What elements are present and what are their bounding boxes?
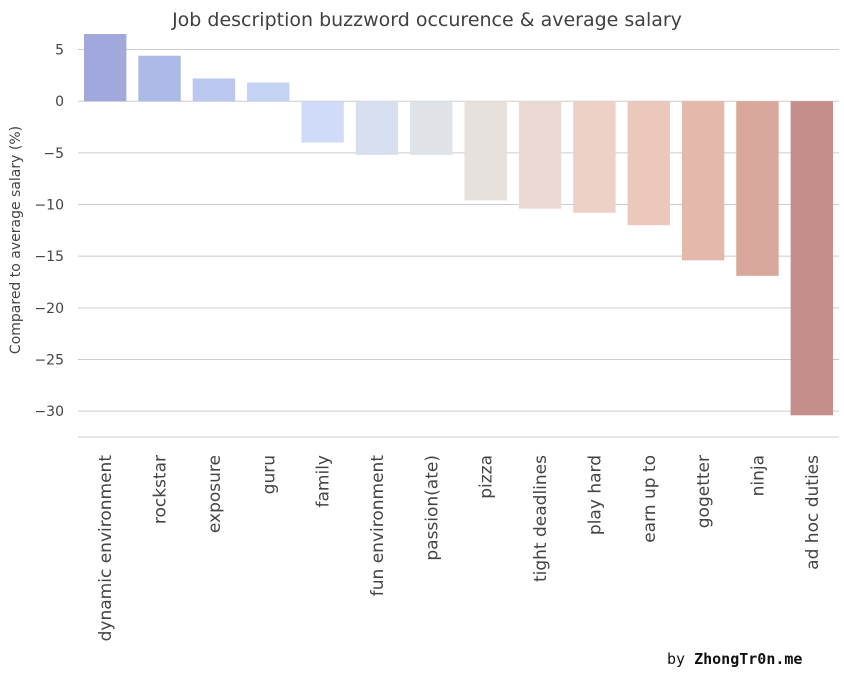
- bar: [518, 101, 562, 209]
- x-tick-label: passion(ate): [422, 455, 442, 561]
- bar: [192, 78, 236, 102]
- x-tick-label: family: [314, 455, 334, 507]
- y-tick-label: −5: [43, 146, 64, 162]
- y-tick-label: −15: [34, 249, 64, 265]
- bar: [573, 101, 616, 213]
- y-tick-label: −20: [34, 301, 64, 317]
- x-tick-label: exposure: [205, 455, 225, 533]
- x-tick-label: gogetter: [694, 455, 714, 528]
- y-tick-label: 5: [55, 43, 64, 59]
- bar: [355, 101, 399, 155]
- x-tick-label: earn up to: [640, 455, 660, 543]
- bar: [410, 101, 453, 155]
- x-tick-label: guru: [259, 455, 279, 494]
- y-tick-label: 0: [55, 94, 64, 110]
- bar: [138, 55, 181, 102]
- x-tick-label: ninja: [748, 455, 768, 496]
- bar: [301, 101, 344, 143]
- bars: [83, 34, 834, 416]
- credit-line: by ZhongTr0n.me: [667, 650, 802, 668]
- y-tick-labels: 5 0 −5 −10 −15 −20 −25 −30: [34, 43, 64, 421]
- x-tick-label: play hard: [585, 455, 605, 535]
- bar: [681, 101, 725, 261]
- y-axis-label: Compared to average salary (%): [8, 126, 24, 354]
- y-tick-label: −25: [34, 353, 64, 369]
- bar: [790, 101, 834, 416]
- y-tick-label: −30: [34, 404, 64, 420]
- bar: [83, 34, 127, 102]
- bar: [464, 101, 507, 201]
- x-tick-label: pizza: [477, 455, 497, 499]
- x-tick-label: fun environment: [368, 455, 388, 597]
- x-tick-label: rockstar: [151, 455, 171, 524]
- x-tick-labels: dynamic environment rockstar exposure guru f…: [96, 455, 823, 642]
- y-tick-label: −10: [34, 198, 64, 214]
- x-tick-label: dynamic environment: [96, 455, 116, 642]
- grid-lines: [78, 49, 839, 438]
- bar: [627, 101, 670, 226]
- bar: [736, 101, 779, 276]
- credit-site: ZhongTr0n.me: [694, 650, 803, 668]
- credit-prefix: by: [667, 650, 686, 668]
- x-tick-label: tight deadlines: [531, 455, 551, 582]
- chart-title: Job description buzzword occurence & ave…: [171, 9, 682, 31]
- bar: [247, 82, 290, 102]
- x-tick-label: ad hoc duties: [803, 455, 823, 570]
